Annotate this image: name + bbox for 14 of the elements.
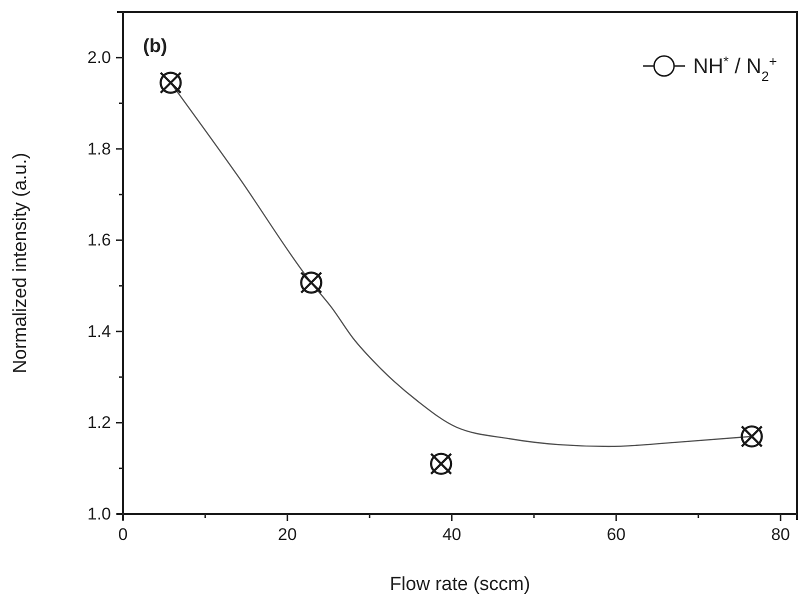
y-tick-label: 1.8 (87, 139, 111, 158)
annotation: (b) (143, 36, 168, 57)
x-axis-title: Flow rate (sccm) (390, 574, 530, 595)
x-tick-label: 80 (771, 525, 790, 544)
y-tick-label: 1.0 (87, 504, 111, 524)
x-tick-label: 40 (442, 525, 462, 544)
x-tick-label: 0 (118, 525, 128, 544)
y-tick-label: 1.2 (87, 413, 111, 432)
x-tick-label: 20 (278, 525, 297, 544)
y-axis-title: Normalized intensity (a.u.) (10, 152, 31, 374)
y-tick-label: 1.4 (87, 322, 111, 341)
y-tick-label: 2.0 (87, 48, 111, 68)
y-tick-label: 1.6 (87, 230, 111, 250)
x-tick-label: 60 (606, 525, 626, 544)
